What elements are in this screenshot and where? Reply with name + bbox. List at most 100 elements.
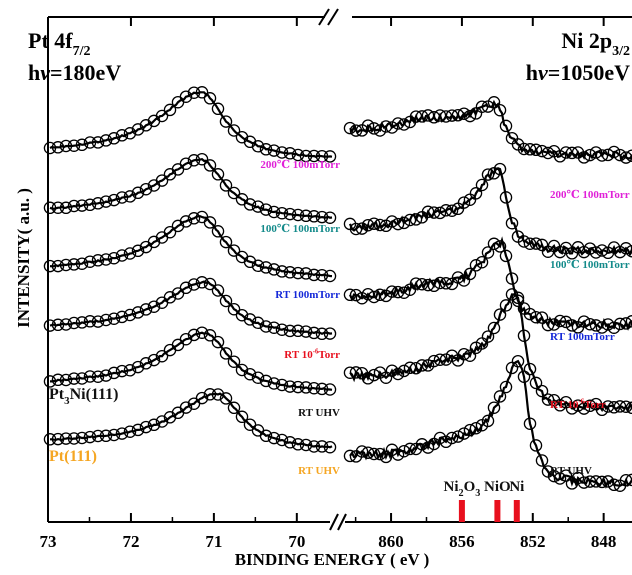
reference-marker-bar bbox=[458, 500, 465, 522]
right-trace-2-point bbox=[499, 249, 513, 263]
right-trace-4-point bbox=[355, 445, 369, 458]
left-trace-1 bbox=[43, 152, 337, 224]
left-trace-5-point bbox=[91, 429, 105, 443]
right-trace-2-point bbox=[523, 307, 537, 321]
right-trace-2-point bbox=[565, 319, 579, 332]
right-trace-0 bbox=[343, 96, 632, 164]
right-trace-4-point bbox=[367, 447, 381, 461]
left-trace-3-point bbox=[243, 313, 257, 326]
left-trace-5-point bbox=[291, 438, 305, 451]
left-trace-1-point bbox=[267, 205, 281, 219]
right-trace-3-point bbox=[511, 291, 525, 305]
right-trace-1-point bbox=[613, 245, 627, 259]
right-trace-4 bbox=[343, 354, 632, 492]
left-trace-0-point bbox=[163, 103, 177, 117]
left-trace-4-point bbox=[259, 374, 273, 388]
right-trace-0-point bbox=[577, 151, 591, 164]
reference-marker-label: Ni2O3 bbox=[443, 479, 480, 499]
left-trace-0-point bbox=[299, 149, 313, 163]
left-trace-4-point bbox=[187, 328, 201, 342]
right-trace-3-point bbox=[409, 361, 423, 375]
left-trace-4-point bbox=[251, 371, 265, 384]
right-trace-0-point bbox=[517, 142, 531, 156]
right-trace-2-point bbox=[475, 255, 489, 269]
left-trace-4-point bbox=[51, 373, 65, 387]
left-trace-4-point bbox=[299, 381, 313, 394]
left-trace-2-point bbox=[219, 235, 233, 249]
left-trace-4-point bbox=[67, 372, 81, 385]
right-trace-3-point bbox=[433, 353, 447, 366]
right-trace-0-point bbox=[361, 119, 375, 132]
right-x-tick-label: 856 bbox=[449, 532, 475, 551]
left-trace-4-point bbox=[43, 375, 57, 388]
right-trace-1-point bbox=[355, 222, 369, 235]
right-trace-0-point bbox=[559, 146, 573, 159]
left-trace-3-point bbox=[219, 294, 233, 308]
right-trace-4-point bbox=[523, 417, 537, 430]
left-trace-2-point bbox=[43, 259, 57, 273]
left-trace-5-point bbox=[323, 440, 337, 454]
pt-excitation-energy: hν=180eV bbox=[28, 60, 121, 85]
left-trace-3-point bbox=[283, 324, 297, 338]
left-trace-3-point bbox=[251, 316, 265, 330]
right-trace-2-point bbox=[391, 285, 405, 299]
left-trace-1-point bbox=[59, 201, 73, 215]
left-trace-2-point bbox=[315, 268, 329, 282]
right-trace-0-point bbox=[445, 109, 459, 122]
right-trace-2-point bbox=[505, 272, 519, 285]
right-x-tick-label: 860 bbox=[378, 532, 404, 551]
right-trace-1-point bbox=[505, 216, 519, 230]
right-trace-2-point bbox=[421, 278, 435, 292]
right-trace-3-point bbox=[391, 367, 405, 381]
left-trace-0-point bbox=[275, 146, 289, 159]
left-trace-2-point bbox=[107, 251, 121, 265]
right-trace-4-point bbox=[421, 441, 435, 454]
left-x-tick-label: 73 bbox=[40, 532, 57, 551]
right-trace-1-point bbox=[403, 213, 417, 227]
left-trace-1-point bbox=[67, 199, 81, 213]
left-trace-0-point bbox=[115, 129, 129, 142]
left-trace-3-point bbox=[259, 320, 273, 333]
left-trace-3-point bbox=[75, 316, 89, 329]
right-trace-3-point bbox=[613, 400, 627, 413]
right-trace-2-point bbox=[415, 277, 429, 291]
right-trace-1-point bbox=[469, 187, 483, 200]
right-series-label: 100℃ 100mTorr bbox=[550, 259, 630, 271]
right-trace-4-point bbox=[589, 475, 603, 488]
left-trace-3-point bbox=[131, 306, 145, 319]
left-trace-4-point bbox=[83, 370, 97, 383]
left-series-label: RT UHV bbox=[298, 407, 340, 419]
left-trace-4-point bbox=[283, 380, 297, 393]
right-trace-3-point bbox=[463, 349, 477, 362]
right-trace-1-point bbox=[481, 168, 495, 181]
left-trace-5 bbox=[43, 388, 337, 454]
left-trace-1-point bbox=[227, 186, 241, 200]
left-trace-4-point bbox=[139, 357, 153, 370]
right-trace-0-point bbox=[589, 146, 603, 159]
right-trace-4-point bbox=[493, 390, 507, 403]
left-x-ticks: 73 72 71 70 bbox=[40, 17, 305, 551]
left-trace-0-point bbox=[227, 124, 241, 137]
left-trace-3-point bbox=[83, 315, 97, 328]
left-trace-5-point bbox=[211, 388, 225, 401]
right-trace-3-point bbox=[403, 361, 417, 375]
left-trace-0-point bbox=[283, 147, 297, 160]
left-trace-3-point bbox=[307, 326, 321, 340]
left-trace-2-point bbox=[179, 215, 193, 228]
right-trace-3-point bbox=[487, 321, 501, 335]
left-trace-4-point bbox=[179, 332, 193, 346]
right-trace-1-point bbox=[409, 213, 423, 226]
left-trace-1-point bbox=[107, 193, 121, 207]
right-trace-0-point bbox=[625, 149, 632, 162]
left-series-label: RT UHV bbox=[298, 465, 340, 477]
right-trace-0-point bbox=[409, 110, 423, 123]
right-trace-4-point bbox=[559, 469, 573, 482]
right-trace-0-point bbox=[379, 120, 393, 133]
left-x-tick-label: 71 bbox=[205, 532, 222, 551]
left-trace-3-point bbox=[203, 277, 217, 291]
left-trace-2-point bbox=[227, 244, 241, 257]
right-trace-2-point bbox=[625, 315, 632, 328]
left-trace-1-point bbox=[155, 174, 169, 187]
right-trace-0-point bbox=[451, 108, 465, 122]
